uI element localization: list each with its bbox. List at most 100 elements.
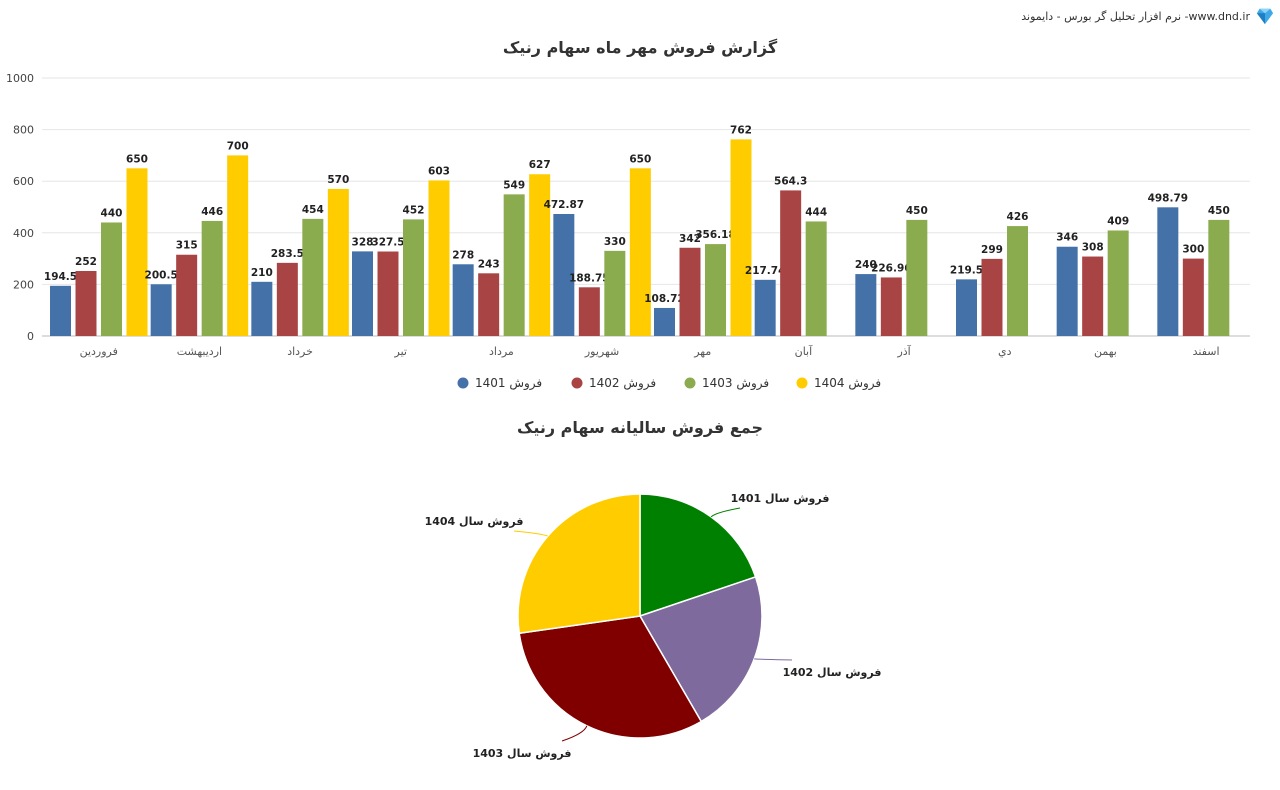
bar [805, 221, 827, 336]
data-label: 342 [679, 233, 701, 245]
bar [654, 307, 675, 336]
bar [251, 281, 273, 336]
bar [478, 273, 500, 336]
data-label: 650 [629, 153, 651, 165]
x-tick-label: فروردين [80, 345, 118, 358]
bar [276, 262, 298, 336]
bar [629, 168, 651, 336]
bar [730, 139, 752, 336]
data-label: 570 [327, 174, 349, 186]
bar [604, 250, 626, 336]
legend-marker [457, 377, 469, 389]
y-tick-label: 600 [13, 175, 34, 188]
bar [906, 219, 928, 336]
bar [880, 277, 902, 336]
legend-label: فروش 1402 [589, 376, 656, 391]
bar [1007, 226, 1028, 336]
bar [956, 279, 977, 336]
bar [428, 180, 450, 336]
bar [75, 270, 97, 336]
pie-label: فروش سال 1402 [783, 666, 882, 679]
data-label: 308 [1082, 242, 1104, 254]
data-label: 283.5 [271, 248, 304, 260]
bar [176, 254, 198, 336]
data-label: 762 [730, 124, 752, 136]
x-tick-label: آبان [795, 344, 813, 358]
data-label: 650 [126, 153, 148, 165]
pie-slice [639, 493, 757, 618]
x-tick-label: اسفند [1193, 345, 1220, 358]
pie-leader-line [513, 530, 548, 537]
brand-text: www.dnd.ir- نرم افزار تحلیل گر بورس - دا… [1021, 9, 1250, 23]
data-label: 315 [176, 240, 198, 252]
data-label: 452 [403, 204, 425, 216]
data-label: 200.5 [145, 269, 178, 281]
x-tick-label: دي [998, 345, 1012, 358]
bar-chart: 0 200 400 600 800 1000 194.5 252 440 650 فروردين 20… [6, 72, 1250, 391]
bar [452, 264, 474, 336]
bar [201, 220, 223, 336]
bar [1182, 258, 1204, 336]
bar [1082, 256, 1104, 336]
pie-slice [517, 493, 641, 635]
legend-marker [684, 377, 696, 389]
data-label: 217.74 [745, 265, 786, 277]
pie-chart-title: جمع فروش ساليانه سهام رنيک [516, 418, 764, 437]
data-label: 299 [981, 244, 1003, 256]
bar [227, 155, 249, 336]
header: www.dnd.ir- نرم افزار تحلیل گر بورس - دا… [1021, 4, 1274, 28]
data-label: 472.87 [544, 199, 585, 211]
bar [553, 213, 575, 336]
data-label: 194.5 [44, 271, 77, 283]
y-tick-label: 800 [13, 124, 34, 137]
data-label: 450 [1208, 205, 1230, 217]
bar [578, 287, 600, 336]
bar [327, 188, 349, 336]
bar [855, 274, 877, 336]
bar [101, 222, 122, 336]
y-tick-label: 1000 [6, 72, 34, 85]
data-label: 108.72 [644, 293, 685, 305]
pie-label: فروش سال 1401 [731, 492, 830, 505]
pie-chart: فروش سال 1401 فروش سال 1402 فروش سال 1403 ف… [425, 492, 882, 760]
pie-label: فروش سال 1403 [473, 747, 572, 760]
data-label: 700 [227, 140, 249, 152]
x-tick-label: تير [394, 345, 407, 358]
bar [1208, 219, 1230, 336]
diamond-icon [1256, 8, 1274, 25]
bar [780, 190, 802, 336]
bar [352, 251, 373, 336]
bar [529, 174, 551, 336]
data-label: 210 [251, 267, 273, 279]
x-tick-label: مرداد [489, 345, 514, 358]
data-label: 444 [805, 206, 827, 218]
bar-chart-title: گزارش فروش مهر ماه سهام رنیک [502, 38, 778, 57]
pie-leader-line [561, 725, 588, 742]
data-label: 188.75 [569, 272, 610, 284]
bar [50, 285, 71, 336]
bar [705, 244, 726, 336]
x-tick-label: مهر [693, 345, 711, 358]
legend-label: فروش 1404 [814, 376, 881, 391]
pie-slice [638, 575, 763, 723]
data-label: 327.5 [371, 237, 404, 249]
data-label: 346 [1056, 232, 1078, 244]
y-tick-label: 0 [27, 330, 34, 343]
pie-slice [518, 615, 703, 739]
x-tick-label: آذر [896, 344, 911, 358]
data-label: 328 [352, 236, 374, 248]
x-tick-label: خرداد [287, 345, 313, 358]
bar [1056, 246, 1078, 336]
pie-leader-line [710, 507, 741, 518]
data-label: 226.96 [871, 262, 912, 274]
data-label: 564.3 [774, 175, 807, 187]
legend-marker [796, 377, 808, 389]
data-label: 440 [101, 207, 123, 219]
bar [403, 219, 424, 336]
data-label: 426 [1007, 211, 1029, 223]
data-label: 243 [478, 258, 500, 270]
legend-label: فروش 1403 [702, 376, 769, 391]
bar [1107, 230, 1129, 336]
data-label: 240 [855, 259, 877, 271]
x-tick-label: ارديبهشت [177, 345, 222, 358]
